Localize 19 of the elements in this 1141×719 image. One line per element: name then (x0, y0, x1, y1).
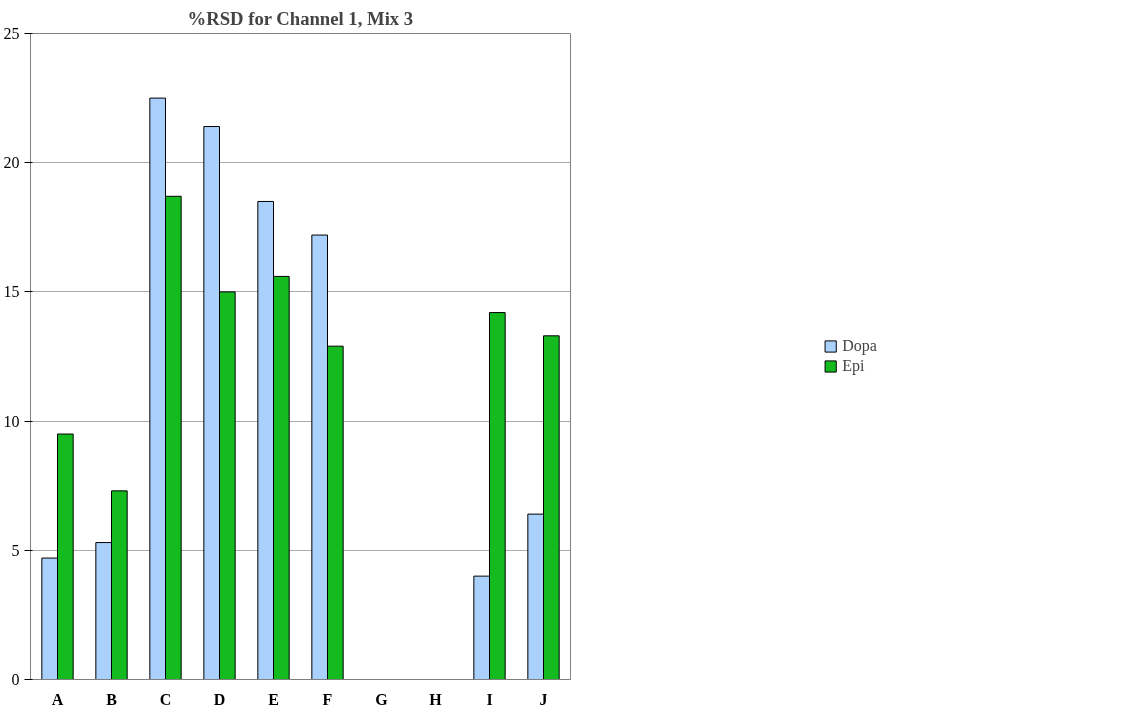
y-tick-label: 25 (3, 25, 20, 42)
legend-label: Dopa (842, 337, 877, 355)
y-tick-label: 5 (11, 541, 20, 559)
y-tick-label: 15 (3, 283, 20, 301)
y-tick-label: 20 (3, 154, 20, 172)
y-tick-label: 0 (11, 671, 20, 688)
chart-title: %RSD for Channel 1, Mix 3 (187, 7, 414, 29)
x-tick-label: D (213, 690, 226, 708)
x-tick-label: G (375, 690, 389, 708)
x-tick-label: H (429, 690, 443, 708)
x-tick-label: C (159, 690, 172, 708)
y-tick-label: 10 (3, 412, 20, 430)
x-tick-label: I (486, 690, 493, 708)
x-tick-label: F (322, 690, 333, 708)
x-tick-label: E (268, 690, 279, 708)
x-tick-label: B (106, 690, 118, 708)
x-tick-label: A (51, 690, 64, 708)
x-tick-label: J (539, 690, 548, 708)
legend-label: Epi (842, 357, 865, 375)
